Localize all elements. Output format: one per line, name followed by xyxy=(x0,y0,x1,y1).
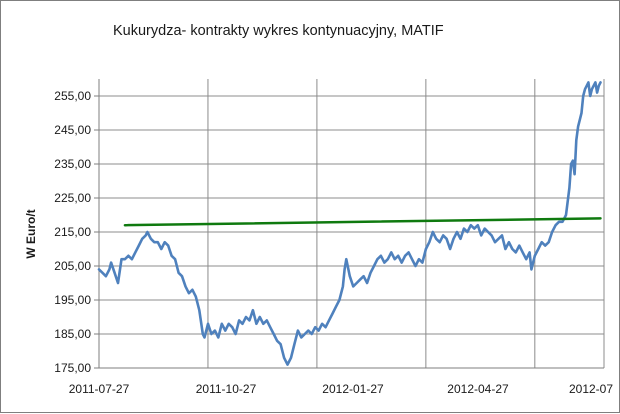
chart-title: Kukurydza- kontrakty wykres kontynuacyjn… xyxy=(113,23,444,39)
y-tick-label: 185,00 xyxy=(54,327,91,341)
y-tick-label: 225,00 xyxy=(54,191,91,205)
x-tick-label: 2012-04-27 xyxy=(447,382,509,396)
axes xyxy=(94,79,604,369)
price-line xyxy=(97,81,602,366)
x-tick-label: 2011-07-27 xyxy=(69,382,130,396)
y-tick-label: 175,00 xyxy=(54,361,91,375)
y-tick-labels: 175,00 185,00 195,00 205,00 215,00 225,00 235,… xyxy=(54,89,91,375)
y-tick-label: 205,00 xyxy=(54,259,91,273)
y-tick-label: 235,00 xyxy=(54,157,91,171)
x-tick-label: 2012-01-27 xyxy=(322,382,384,396)
y-tick-label: 195,00 xyxy=(54,293,91,307)
y-tick-label: 215,00 xyxy=(54,225,91,239)
x-tick-label: 2012-07 xyxy=(569,382,613,396)
trend-line xyxy=(123,217,602,227)
x-tick-labels: 2011-07-27 2011-10-27 2012-01-27 2012-04-27… xyxy=(69,382,614,396)
y-tick-label: 255,00 xyxy=(54,89,91,103)
gridlines xyxy=(98,79,605,369)
y-tick-label: 245,00 xyxy=(54,123,91,137)
y-axis-label: W Euro/t xyxy=(24,209,38,258)
x-tick-label: 2011-10-27 xyxy=(196,382,257,396)
data-series xyxy=(97,81,602,366)
